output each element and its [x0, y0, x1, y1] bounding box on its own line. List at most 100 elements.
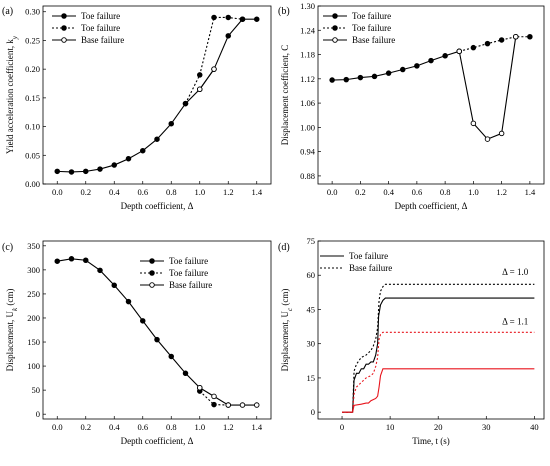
data-point: [253, 402, 260, 408]
annotation: Δ = 1.1: [502, 316, 528, 326]
y-tick-label: 0.00: [25, 179, 40, 189]
data-point: [111, 162, 117, 168]
x-tick-label: 0.8: [440, 187, 451, 197]
x-axis-label: Time, t (s): [412, 436, 449, 446]
legend-marker: [332, 13, 338, 19]
y-tick-label: 1.06: [300, 98, 315, 108]
data-point: [470, 120, 477, 127]
legend: Toe failure Toe failure Base failure: [323, 11, 395, 45]
data-point: [182, 100, 189, 107]
panel-label: (c): [2, 242, 13, 253]
legend-label: Toe failure: [349, 251, 388, 261]
legend-marker: [332, 37, 338, 43]
series-line-3: [342, 368, 535, 413]
legend-marker: [61, 25, 67, 31]
data-point: [211, 393, 217, 400]
x-tick-label: 0.4: [383, 187, 394, 197]
chart-panel-3: (c) 0.0 0.2 0.4 0.6 0.8 1.0 1.2 1.4 0 50 100 150 200 2…: [2, 240, 272, 446]
x-tick-label: 0.0: [52, 187, 63, 197]
data-point: [54, 168, 61, 175]
series-line-4: [342, 331, 535, 413]
x-tick-label: 0.6: [137, 187, 148, 197]
data-point: [357, 74, 364, 81]
data-point: [97, 166, 103, 172]
x-tick-label: 0.8: [166, 422, 177, 432]
x-tick-label: 0.4: [109, 422, 120, 432]
y-tick-label: 200: [27, 313, 40, 323]
x-tick-label: 1.0: [468, 187, 479, 197]
legend-label: Toe failure: [81, 23, 120, 33]
series-line-1: [332, 50, 460, 81]
x-tick-label: 0.4: [109, 187, 120, 197]
x-tick-label: 0.0: [52, 422, 63, 432]
data-point: [182, 370, 189, 377]
y-tick-label: 150: [27, 337, 40, 347]
y-tick-label: 300: [27, 265, 40, 275]
legend-label: Toe failure: [352, 23, 391, 33]
legend-marker: [332, 25, 338, 31]
data-point: [154, 336, 160, 343]
y-axis-label: Displacement, Uk (cm): [5, 289, 19, 372]
y-tick-label: 100: [27, 361, 40, 371]
data-point: [68, 169, 75, 175]
data-point: [329, 77, 335, 83]
data-point: [484, 40, 491, 47]
data-point: [139, 147, 146, 154]
x-tick-label: 0.2: [355, 187, 366, 197]
y-tick-label: 30: [307, 339, 316, 349]
data-point: [97, 267, 103, 274]
x-tick-label: 0.2: [80, 422, 91, 432]
plot-frame: [317, 5, 545, 185]
data-point: [225, 402, 231, 408]
x-tick-label: 1.4: [525, 187, 536, 197]
legend: Toe failure Toe failure Base failure: [52, 11, 124, 45]
y-tick-label: 0.94: [300, 147, 316, 157]
x-tick-label: 1.4: [251, 422, 262, 432]
data-point: [442, 53, 448, 59]
y-tick-label: 0: [36, 409, 40, 419]
plot-frame: [317, 240, 545, 420]
y-tick-label: 1.12: [300, 74, 315, 84]
y-tick-label: 75: [307, 236, 316, 246]
data-point: [414, 63, 420, 69]
x-tick-label: 0: [340, 422, 344, 432]
data-point: [385, 70, 392, 76]
legend-marker: [61, 13, 67, 19]
x-tick-label: 40: [530, 422, 539, 432]
x-tick-label: 1.2: [496, 187, 507, 197]
legend-marker: [149, 282, 155, 288]
data-point: [196, 384, 203, 391]
legend-label: Base failure: [352, 35, 395, 45]
x-tick-label: 1.2: [223, 422, 234, 432]
panel-label: (a): [2, 6, 13, 17]
data-point: [253, 16, 260, 22]
x-tick-label: 0.0: [327, 187, 338, 197]
x-tick-label: 0.8: [166, 187, 177, 197]
y-tick-label: 250: [27, 289, 40, 299]
legend-label: Base failure: [349, 263, 392, 273]
series-line-3: [458, 36, 517, 140]
x-tick-label: 1.0: [194, 187, 205, 197]
data-point: [513, 33, 519, 40]
data-point: [225, 33, 231, 39]
legend-label: Toe failure: [169, 256, 208, 266]
y-tick-label: 0.88: [300, 171, 315, 181]
data-point: [154, 136, 160, 142]
data-point: [54, 258, 61, 264]
data-point: [428, 57, 434, 64]
y-tick-label: 1.24: [300, 25, 316, 35]
y-tick-label: 0: [311, 407, 315, 417]
data-point: [68, 256, 75, 262]
series-line-1: [342, 297, 535, 413]
legend: Toe failure Base failure: [320, 251, 392, 273]
x-tick-label: 20: [434, 422, 443, 432]
data-point: [400, 66, 406, 73]
data-point: [196, 86, 203, 93]
y-tick-label: 0.30: [25, 7, 40, 17]
y-tick-label: 0.20: [25, 64, 40, 74]
series-line-2: [342, 283, 535, 413]
y-tick-label: 0.10: [25, 122, 40, 132]
data-point: [239, 16, 246, 22]
chart-panel-1: (a) 0.0 0.2 0.4 0.6 0.8 1.0 1.2 1.4 0.00 0.05 0.10 0…: [2, 5, 272, 211]
